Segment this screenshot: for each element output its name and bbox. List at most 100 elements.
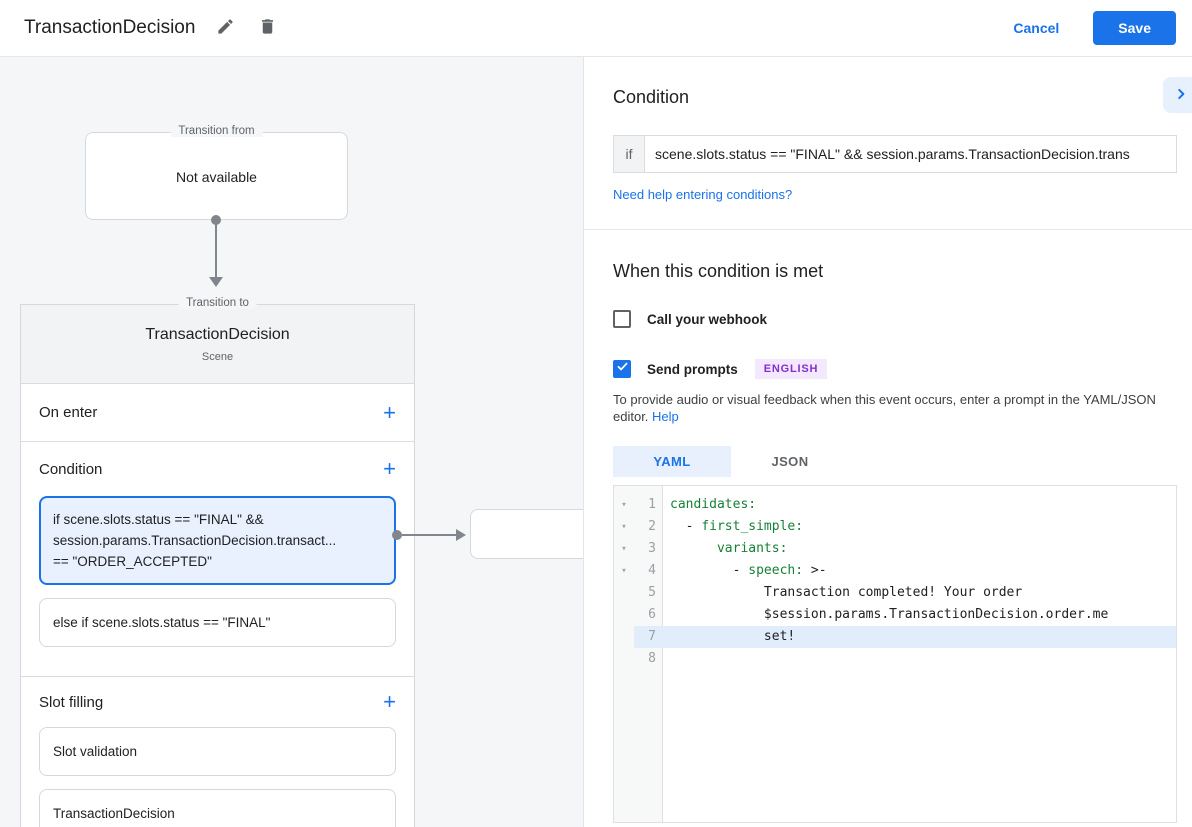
section-divider (584, 229, 1192, 230)
line-number: 3 (648, 541, 656, 556)
connector-dot (392, 530, 402, 540)
section-condition: Condition + if scene.slots.status == "FI… (21, 442, 414, 677)
scene-name: TransactionDecision (145, 326, 290, 343)
line-number: 8 (648, 651, 656, 666)
editor-line[interactable]: 6 $session.params.TransactionDecision.or… (614, 604, 1176, 626)
plus-icon: + (383, 689, 396, 714)
line-number: 5 (648, 585, 656, 600)
editor-line[interactable]: ▾ 2 - first_simple: (614, 516, 1176, 538)
add-on-enter-button[interactable]: + (383, 399, 396, 425)
fold-spacer (614, 582, 634, 604)
tab-json[interactable]: JSON (731, 446, 849, 477)
editor-line[interactable]: ▾ 4 - speech: >- (614, 560, 1176, 582)
code-text: candidates: (670, 497, 757, 512)
condition-input-group: if (613, 135, 1177, 173)
checkmark-icon (616, 360, 629, 378)
transition-to-tag: Transition to (178, 297, 257, 309)
condition-card-line: == "ORDER_ACCEPTED" (53, 554, 212, 569)
section-slot-filling: Slot filling + Slot validation Transactio… (21, 677, 414, 827)
scene-type-label: Scene (201, 351, 234, 363)
editor-gutter (614, 486, 663, 822)
cancel-button[interactable]: Cancel (1013, 20, 1060, 36)
condition-card[interactable]: if scene.slots.status == "FINAL" && sessi… (39, 496, 396, 585)
line-number: 4 (648, 563, 656, 578)
transition-target-box (470, 509, 583, 559)
editor-line[interactable]: 5 Transaction completed! Your order (614, 582, 1176, 604)
condition-card-line: if scene.slots.status == "FINAL" && (53, 512, 264, 527)
condition-card-list: if scene.slots.status == "FINAL" && sessi… (21, 496, 414, 676)
fold-spacer (614, 648, 634, 670)
editor-line[interactable]: 8 (614, 648, 1176, 670)
page-title: TransactionDecision (24, 17, 196, 38)
transition-from-value: Not available (176, 169, 257, 185)
save-button[interactable]: Save (1093, 11, 1176, 45)
editor-format-tabs: YAML JSON (613, 446, 1177, 477)
hint-body: To provide audio or visual feedback when… (613, 392, 1156, 424)
line-number: 2 (648, 519, 656, 534)
flow-arrowhead-icon (456, 529, 466, 541)
add-condition-button[interactable]: + (383, 456, 396, 481)
chevron-right-icon (1174, 87, 1188, 104)
plus-icon: + (383, 456, 396, 481)
editor-hint-text: To provide audio or visual feedback when… (613, 391, 1177, 425)
pencil-icon (216, 17, 235, 39)
hint-help-link[interactable]: Help (652, 409, 679, 424)
editor-line[interactable]: ▾ 3 variants: (614, 538, 1176, 560)
webhook-checkbox[interactable] (613, 310, 631, 328)
webhook-row: Call your webhook (613, 310, 1177, 328)
slot-filling-card[interactable]: TransactionDecision (39, 789, 396, 827)
language-badge: ENGLISH (754, 359, 828, 379)
condition-help-link[interactable]: Need help entering conditions? (613, 187, 793, 202)
section-on-enter: On enter + (21, 384, 414, 442)
condition-card-line: session.params.TransactionDecision.trans… (53, 533, 337, 548)
send-prompts-label: Send prompts (647, 361, 738, 377)
code-text (663, 648, 1176, 670)
fold-arrow-icon[interactable]: ▾ (621, 566, 627, 576)
slot-filling-label: Slot filling (39, 693, 104, 711)
code-text: - first_simple: (670, 519, 804, 534)
condition-card[interactable]: else if scene.slots.status == "FINAL" (39, 598, 396, 647)
tab-yaml[interactable]: YAML (613, 446, 731, 477)
slot-card-list: Slot validation TransactionDecision (21, 727, 414, 827)
fold-arrow-icon[interactable]: ▾ (621, 500, 627, 510)
send-prompts-checkbox[interactable] (613, 360, 631, 378)
code-text: set! (670, 629, 796, 644)
code-text: Transaction completed! Your order (670, 585, 1023, 600)
code-text: $session.params.TransactionDecision.orde… (670, 607, 1109, 622)
code-text: - speech: >- (670, 563, 827, 578)
scene-header: TransactionDecision Scene (21, 305, 414, 384)
fold-spacer (614, 626, 634, 648)
webhook-label: Call your webhook (647, 311, 768, 327)
flow-arrow (215, 220, 217, 277)
plus-icon: + (383, 399, 396, 425)
editor-lines: ▾ 1 candidates: ▾ 2 - first_simple: ▾ 3 varian… (614, 486, 1176, 670)
flow-arrowhead-icon (209, 277, 223, 287)
editor-line[interactable]: ▾ 1 candidates: (614, 494, 1176, 516)
condition-detail-panel: Condition if Need help entering conditio… (584, 57, 1192, 827)
transition-to-panel: Transition to TransactionDecision Scene … (20, 297, 415, 827)
condition-card-line: else if scene.slots.status == "FINAL" (53, 615, 271, 630)
edit-title-button[interactable] (213, 16, 237, 40)
on-enter-label: On enter (39, 404, 98, 421)
delete-scene-button[interactable] (255, 16, 279, 40)
collapse-panel-button[interactable] (1163, 77, 1192, 113)
fold-spacer (614, 604, 634, 626)
trash-icon (258, 17, 277, 39)
if-prefix-label: if (614, 136, 645, 172)
editor-line[interactable]: 7 set! (614, 626, 1176, 648)
line-number: 6 (648, 607, 656, 622)
panel-condition-title: Condition (613, 87, 690, 107)
slot-filling-card[interactable]: Slot validation (39, 727, 396, 776)
scene-diagram-canvas: Transition from Not available Transition… (0, 57, 584, 827)
condition-expression-input[interactable] (645, 136, 1176, 172)
yaml-code-editor[interactable]: ▾ 1 candidates: ▾ 2 - first_simple: ▾ 3 varian… (613, 485, 1177, 823)
top-bar: TransactionDecision Cancel Save (0, 0, 1192, 57)
transition-from-tag: Transition from (170, 125, 263, 137)
transition-from-box: Transition from Not available (85, 125, 348, 220)
fold-arrow-icon[interactable]: ▾ (621, 544, 627, 554)
send-prompts-row: Send prompts ENGLISH (613, 359, 1177, 379)
line-number: 1 (648, 497, 656, 512)
add-slot-button[interactable]: + (383, 689, 396, 714)
code-text: variants: (716, 541, 788, 556)
fold-arrow-icon[interactable]: ▾ (621, 522, 627, 532)
